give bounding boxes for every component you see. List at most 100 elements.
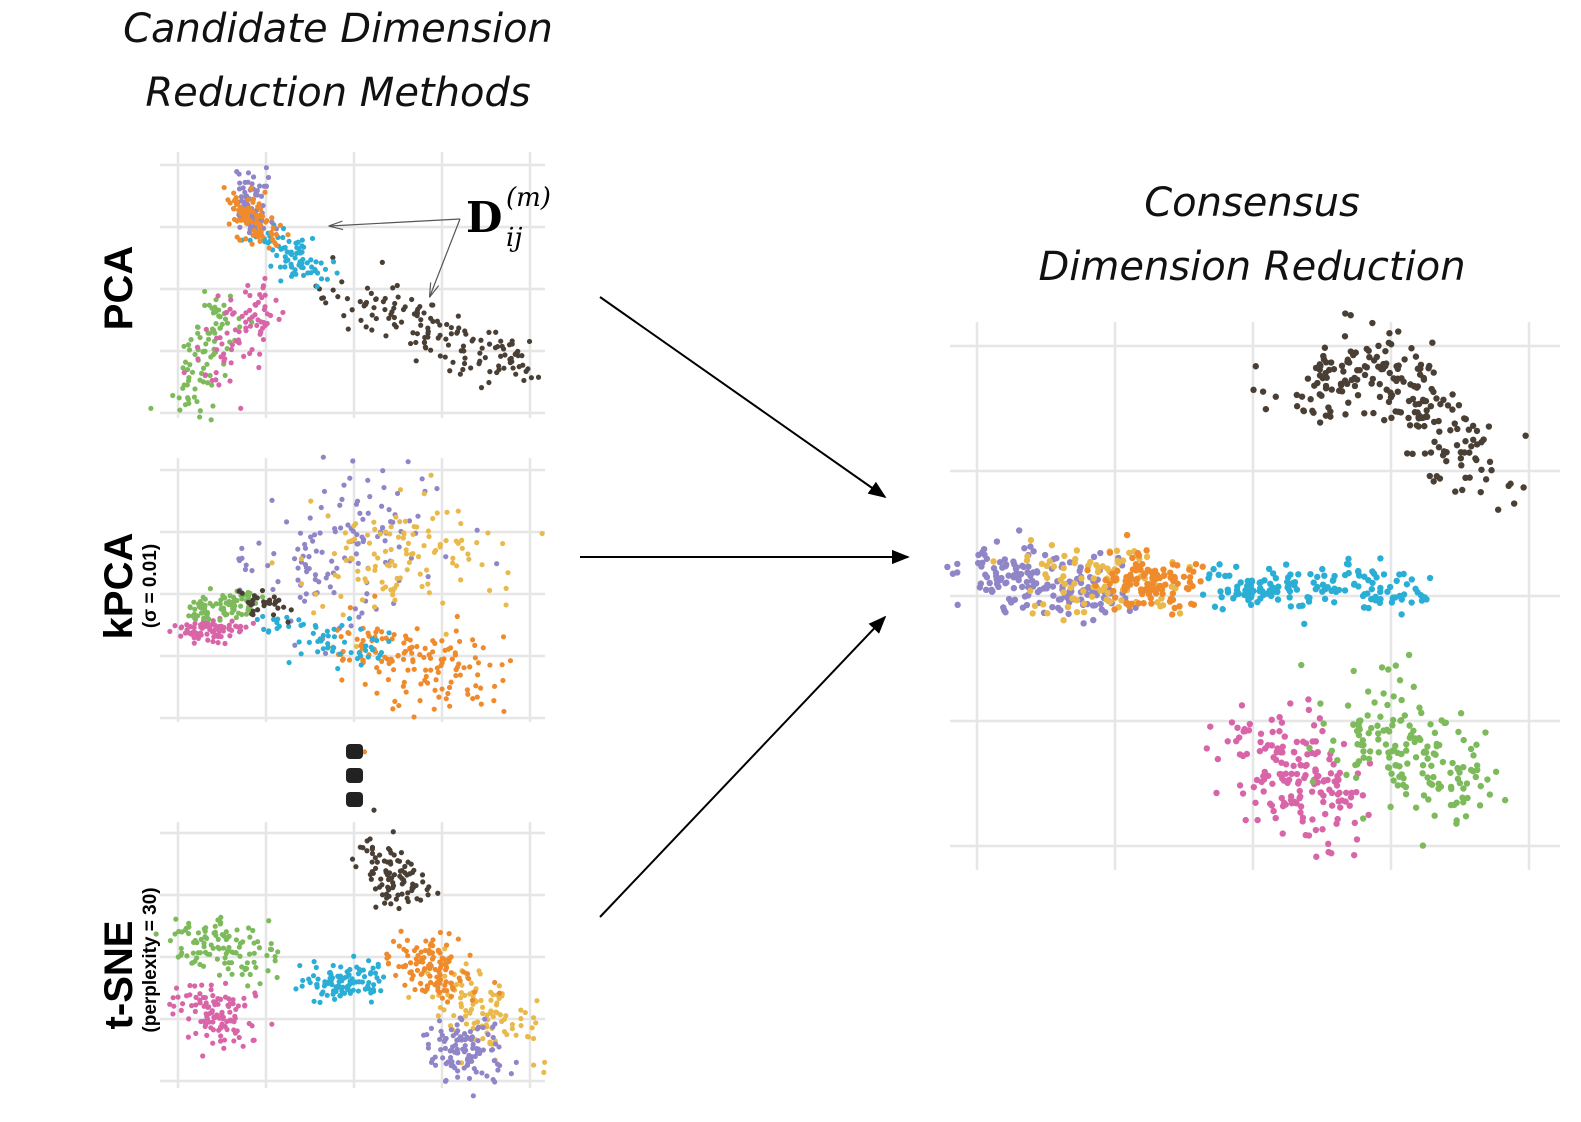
data-point	[513, 371, 519, 377]
data-point	[388, 656, 394, 662]
data-point	[417, 698, 423, 704]
data-point	[330, 991, 336, 997]
data-point	[293, 240, 299, 246]
data-point	[1477, 488, 1484, 496]
data-point	[1023, 578, 1031, 586]
data-point	[1389, 716, 1397, 724]
data-point	[1129, 554, 1136, 562]
data-point	[421, 310, 427, 316]
cluster-dark	[1327, 328, 1529, 513]
data-point	[228, 360, 234, 366]
data-point	[244, 960, 250, 966]
data-point	[215, 944, 221, 950]
data-point	[1233, 563, 1240, 570]
data-point	[1002, 561, 1010, 568]
data-point	[1084, 567, 1091, 574]
data-point	[479, 562, 485, 568]
data-point	[419, 583, 425, 590]
data-point	[1167, 595, 1175, 603]
data-point	[398, 319, 405, 325]
data-point	[1375, 342, 1382, 350]
data-point	[1250, 587, 1257, 595]
data-point	[1403, 581, 1411, 588]
data-point	[406, 559, 413, 566]
data-point	[1010, 584, 1018, 592]
data-point	[1000, 604, 1007, 611]
data-point	[1311, 382, 1318, 389]
data-point	[1426, 574, 1434, 582]
data-point	[464, 687, 471, 693]
data-point	[1293, 403, 1301, 410]
data-point	[1297, 809, 1304, 816]
data-point	[266, 245, 272, 251]
data-point	[1044, 610, 1051, 617]
data-point	[1295, 571, 1302, 578]
data-point	[402, 870, 408, 876]
data-point	[458, 348, 464, 354]
data-point	[358, 643, 364, 649]
data-point	[358, 662, 364, 668]
data-point	[1134, 549, 1142, 557]
data-point	[214, 956, 220, 962]
data-point	[395, 534, 402, 540]
data-point	[213, 601, 219, 607]
data-point	[229, 342, 235, 348]
data-point	[1371, 699, 1378, 706]
data-point	[269, 215, 275, 221]
data-point	[257, 291, 263, 298]
data-point	[1152, 590, 1160, 597]
data-point	[1250, 783, 1258, 791]
data-point	[1466, 449, 1473, 456]
data-point	[1420, 792, 1428, 799]
data-point	[394, 575, 400, 581]
data-point	[256, 201, 262, 207]
data-point	[473, 1069, 479, 1075]
data-point	[221, 184, 227, 191]
data-point	[1294, 780, 1302, 787]
data-point	[289, 251, 295, 257]
data-point	[479, 345, 485, 351]
data-point	[255, 317, 261, 323]
data-point	[380, 974, 387, 980]
data-point	[444, 999, 451, 1005]
data-point	[231, 190, 237, 196]
data-point	[1338, 382, 1345, 389]
data-point	[1325, 840, 1332, 848]
data-point	[310, 630, 316, 636]
data-point	[216, 1027, 222, 1033]
data-point	[398, 928, 404, 934]
data-point	[1072, 555, 1079, 563]
data-point	[387, 519, 394, 525]
data-point	[461, 665, 467, 671]
data-point	[304, 569, 310, 575]
data-point	[1370, 409, 1377, 417]
data-point	[268, 940, 274, 947]
data-point	[213, 321, 219, 327]
data-point	[1337, 804, 1344, 811]
data-point	[1351, 819, 1358, 827]
data-point	[1374, 597, 1382, 604]
data-point	[348, 623, 354, 629]
data-point	[1319, 565, 1326, 573]
data-point	[418, 980, 424, 987]
data-point	[204, 380, 211, 386]
data-point	[1020, 563, 1027, 571]
data-point	[1520, 484, 1527, 491]
data-point	[1457, 455, 1465, 462]
data-point	[242, 1003, 248, 1009]
data-point	[1341, 333, 1349, 340]
data-point	[367, 493, 373, 500]
data-point	[258, 328, 264, 334]
data-point	[410, 531, 416, 538]
data-point	[1431, 438, 1438, 446]
data-point	[364, 591, 370, 597]
data-point	[396, 544, 402, 550]
data-point	[364, 285, 371, 291]
data-point	[427, 979, 434, 986]
data-point	[265, 968, 271, 974]
data-point	[1405, 651, 1413, 659]
data-point	[390, 883, 397, 889]
cluster-green	[1298, 651, 1509, 849]
data-point	[1123, 599, 1131, 607]
data-point	[466, 556, 472, 562]
